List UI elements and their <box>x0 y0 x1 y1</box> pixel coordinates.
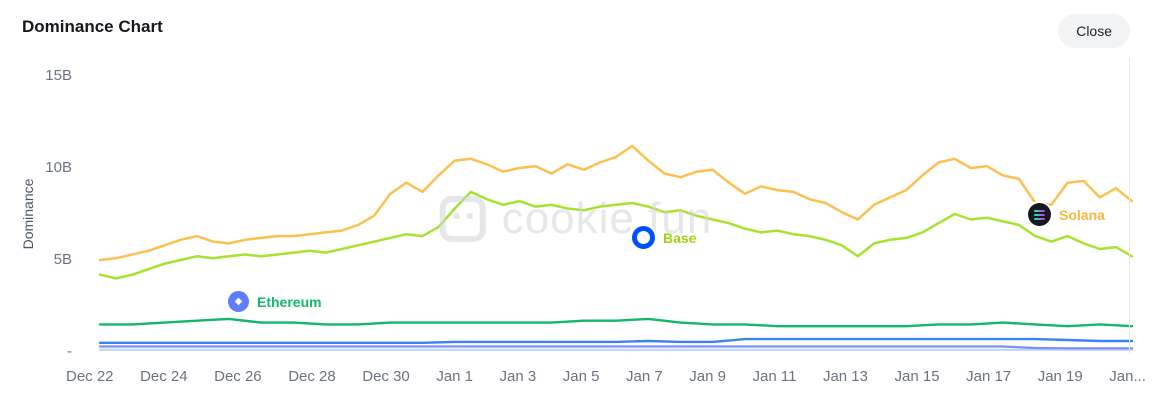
solana-series-badge[interactable]: Solana <box>1028 203 1105 226</box>
solana-icon <box>1028 203 1051 226</box>
ethereum-series-badge[interactable]: ◆ Ethereum <box>228 291 322 312</box>
x-axis-tick: Dec 22 <box>66 368 114 385</box>
series-line-unlabeled-blue <box>98 337 1134 344</box>
y-axis-tick: 10B <box>45 159 72 176</box>
base-series-label: Base <box>663 229 697 246</box>
x-axis-ticks: Dec 22 Dec 24 Dec 26 Dec 28 Dec 30 Jan 1 Jan 3… <box>66 368 1146 385</box>
x-axis-tick: Jan 5 <box>562 368 600 385</box>
x-axis-tick: Jan 9 <box>689 368 726 385</box>
x-axis-tick: Dec 26 <box>214 368 262 385</box>
x-axis-tick: Jan 19 <box>1037 368 1083 385</box>
solana-series-label: Solana <box>1059 206 1105 223</box>
ethereum-icon: ◆ <box>228 291 249 312</box>
y-axis-tick: - <box>67 343 72 360</box>
series-line-base <box>98 190 1134 280</box>
x-axis-tick: Jan 3 <box>499 368 537 385</box>
series-line-unlabeled-periwinkle <box>98 345 1134 350</box>
base-series-badge[interactable]: Base <box>632 226 696 249</box>
x-axis-tick: Dec 28 <box>288 368 336 385</box>
page-title: Dominance Chart <box>22 17 163 36</box>
x-axis-tick: Dec 30 <box>362 368 410 385</box>
x-axis-tick: Jan 17 <box>966 368 1012 385</box>
close-button[interactable]: Close <box>1058 14 1130 48</box>
y-axis-tick: 15B <box>45 67 72 84</box>
y-axis-tick: 5B <box>53 251 72 268</box>
series-line-solana <box>98 144 1134 262</box>
x-axis-tick: Jan 13 <box>822 368 868 385</box>
x-axis-tick: Dec 24 <box>140 368 188 385</box>
x-axis-tick: Jan 1 <box>436 368 474 385</box>
crosshair-line <box>1129 58 1130 354</box>
base-icon <box>632 226 655 249</box>
series-line-ethereum <box>98 317 1134 328</box>
x-axis-tick: Jan 11 <box>752 368 797 385</box>
x-axis-tick: Jan 15 <box>894 368 940 385</box>
x-axis-tick: Jan 7 <box>626 368 663 385</box>
x-axis-tick: Jan... <box>1109 368 1146 385</box>
ethereum-series-label: Ethereum <box>257 293 322 310</box>
